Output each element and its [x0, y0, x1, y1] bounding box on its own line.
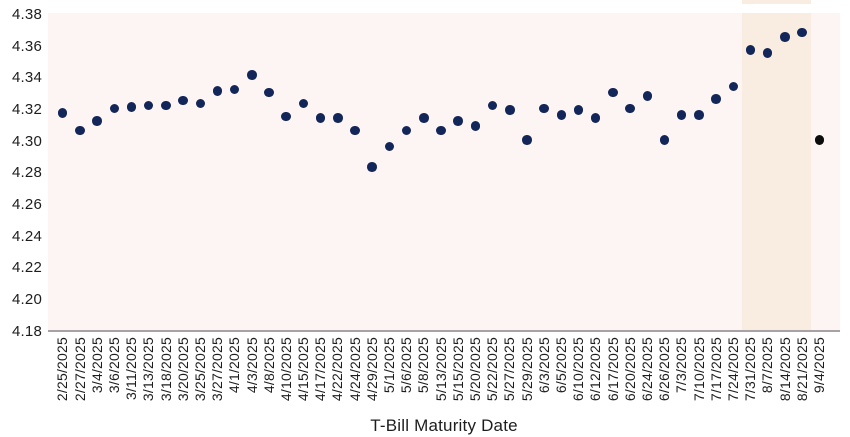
data-point [625, 103, 635, 114]
data-point [745, 45, 756, 55]
data-point [676, 110, 687, 120]
y-tick-label: 4.38 [12, 6, 42, 23]
highlight-band-top-strip [741, 0, 811, 4]
data-point [195, 98, 205, 109]
data-point [367, 162, 377, 172]
data-point [92, 116, 102, 126]
data-point [247, 70, 257, 80]
data-point [161, 100, 171, 110]
plot-area [48, 13, 840, 331]
x-axis-title: T-Bill Maturity Date [370, 416, 518, 435]
y-tick-label: 4.34 [12, 69, 42, 87]
data-point [109, 103, 120, 114]
highlight-band [741, 13, 811, 331]
data-point [762, 48, 773, 58]
data-point [728, 81, 739, 91]
data-point [178, 95, 188, 106]
data-point [539, 103, 549, 114]
data-point [384, 141, 395, 152]
y-tick-label: 4.18 [12, 322, 42, 340]
data-point [333, 113, 343, 123]
data-point [814, 135, 825, 145]
data-point [590, 113, 601, 123]
y-tick-label: 4.22 [12, 259, 42, 277]
data-point [264, 87, 274, 98]
data-point [298, 98, 309, 109]
data-point [608, 87, 618, 98]
data-point [75, 125, 85, 136]
x-axis-line [48, 330, 840, 332]
data-point [711, 94, 721, 104]
data-point [659, 135, 670, 145]
y-tick-label: 4.26 [12, 196, 42, 214]
data-point [487, 100, 498, 110]
y-tick-label: 4.32 [12, 101, 42, 118]
y-tick-label: 4.24 [12, 227, 42, 245]
data-point [642, 91, 653, 101]
data-point [436, 125, 446, 136]
y-tick-label: 4.36 [12, 37, 42, 55]
data-point [419, 113, 429, 123]
data-point [505, 105, 515, 115]
data-point [556, 110, 567, 120]
data-point [694, 110, 704, 120]
data-point [315, 113, 326, 123]
data-point [281, 111, 291, 122]
data-point [229, 84, 240, 95]
data-point [780, 32, 790, 42]
data-point [453, 116, 463, 126]
data-point [126, 102, 137, 112]
data-point [57, 108, 68, 118]
data-point [143, 100, 154, 110]
data-point [350, 125, 360, 136]
data-point [470, 121, 481, 131]
y-tick-label: 4.30 [12, 132, 42, 150]
data-point [797, 27, 807, 38]
data-point [573, 105, 584, 115]
data-point [401, 125, 412, 136]
data-point [522, 135, 532, 145]
y-tick-label: 4.20 [12, 291, 42, 309]
y-tick-label: 4.28 [12, 164, 42, 182]
data-point [212, 86, 223, 96]
